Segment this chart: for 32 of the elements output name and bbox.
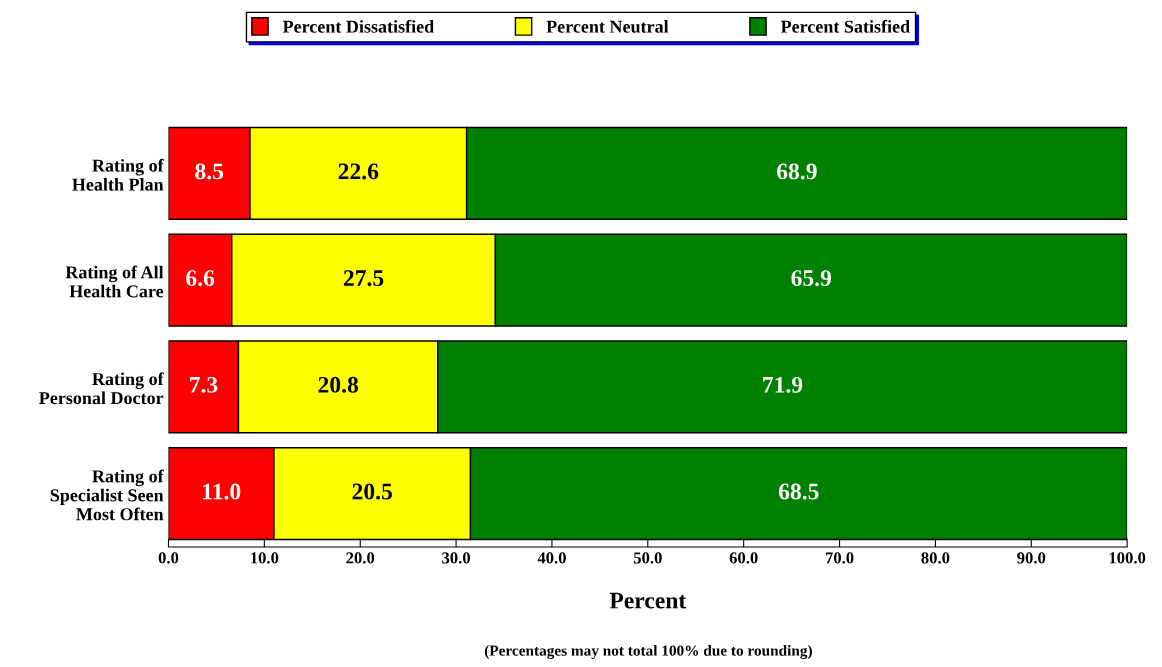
legend-label: Percent Neutral	[546, 20, 669, 33]
x-tick-label: 90.0	[1017, 552, 1046, 564]
x-axis-title: Percent	[609, 592, 687, 609]
x-tick-label: 10.0	[251, 552, 279, 564]
text: 7.3	[190, 376, 218, 393]
text: 65.9	[791, 270, 832, 287]
text: 22.6	[338, 163, 379, 180]
x-tick-label: 30.0	[442, 552, 471, 564]
y-tick-label: Rating of All Health Care	[65, 265, 164, 298]
x-tick-label: 100.0	[1109, 552, 1146, 564]
text: 8.5	[195, 163, 224, 180]
text: 20.5	[352, 483, 392, 500]
x-tick-label: 80.0	[921, 552, 950, 564]
x-tick-label: 40.0	[537, 552, 566, 564]
y-tick-label: Rating of Specialist Seen Most Often	[50, 469, 164, 521]
text: 11.0	[203, 483, 241, 500]
legend-label: Percent Dissatisfied	[282, 19, 434, 33]
y-tick-label: Rating of Personal Doctor	[39, 372, 164, 405]
text: 20.8	[318, 376, 359, 393]
x-tick-label: 50.0	[633, 552, 662, 564]
y-tick-label: Rating of Health Plan	[72, 158, 164, 191]
text: 27.5	[343, 270, 384, 287]
text: 71.9	[763, 376, 803, 393]
legend-label: Percent Satisfied	[780, 19, 910, 33]
x-tick-label: 0.0	[158, 552, 179, 564]
text: 68.9	[777, 163, 817, 180]
x-tick-label: 60.0	[729, 552, 758, 564]
text: (Percentages may not total 100% due to rounding)	[484, 645, 812, 659]
text: 68.5	[778, 483, 819, 500]
x-tick-label: 20.0	[346, 552, 375, 564]
x-tick-label: 70.0	[825, 552, 854, 564]
text: 6.6	[186, 270, 215, 287]
